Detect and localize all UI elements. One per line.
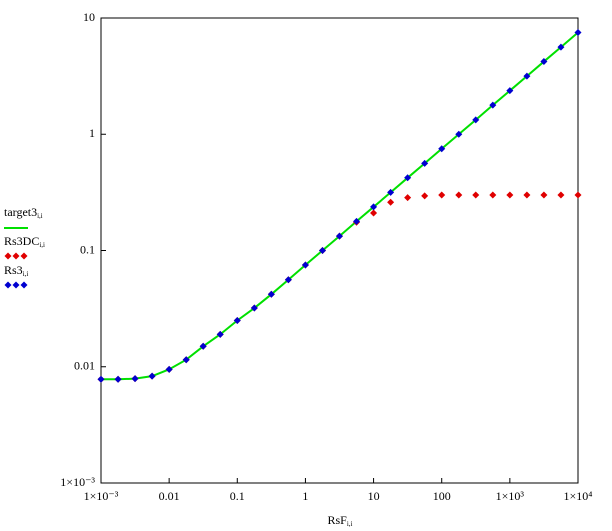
point (523, 72, 531, 80)
legend-label: target3i,i (4, 205, 43, 220)
point (267, 290, 275, 298)
point (404, 174, 412, 182)
y-tick-label: 1 (89, 126, 95, 140)
point (455, 130, 463, 138)
point (506, 191, 514, 199)
point (353, 217, 361, 225)
point (148, 372, 156, 380)
point (318, 247, 326, 254)
point (250, 304, 258, 312)
legend-swatch (4, 281, 12, 289)
legend-name: target3 (4, 205, 37, 219)
point (165, 365, 173, 373)
x-tick-label: 1 (302, 489, 308, 503)
series-line (101, 31, 579, 381)
point (216, 330, 224, 338)
point (182, 356, 190, 364)
point (387, 188, 395, 196)
point (114, 375, 122, 383)
point (301, 261, 309, 269)
x-tick-label: 100 (433, 489, 451, 503)
x-axis-label-subscript: i,i (347, 520, 353, 528)
x-tick-label: 1×10⁴ (564, 489, 593, 503)
legend-name: Rs3 (4, 263, 23, 277)
point (540, 191, 548, 199)
point (335, 232, 343, 240)
legend-swatch (20, 281, 28, 289)
point (455, 191, 463, 199)
legend-label: Rs3DCi,i (4, 234, 45, 249)
point (370, 209, 378, 217)
point (472, 191, 480, 199)
x-tick-label: 0.1 (230, 489, 245, 503)
legend-swatch (12, 252, 20, 260)
legend-swatch (4, 252, 12, 260)
legend-name: Rs3DC (4, 234, 39, 248)
legend-label: Rs3i,i (4, 263, 28, 278)
legend-subscript: i,i (23, 270, 29, 278)
point (284, 276, 292, 284)
point (404, 194, 412, 202)
y-tick-label: 0.1 (80, 242, 95, 256)
y-tick-label: 1×10⁻³ (60, 475, 95, 489)
point (438, 145, 446, 153)
point (557, 43, 565, 51)
point (421, 192, 429, 200)
x-tick-label: 10 (368, 489, 380, 503)
legend-swatch (12, 281, 20, 289)
point (131, 375, 139, 383)
point (370, 203, 378, 211)
point (472, 116, 480, 124)
point (506, 87, 514, 95)
point (574, 191, 582, 199)
legend-subscript: i,i (37, 212, 43, 220)
point (557, 191, 565, 199)
point (523, 191, 531, 199)
point (199, 342, 207, 350)
plot-frame (100, 17, 579, 484)
point (421, 159, 429, 167)
point (489, 101, 497, 109)
x-tick-label: 0.01 (159, 489, 180, 503)
point (540, 58, 548, 66)
y-tick-label: 0.01 (74, 359, 95, 373)
point (574, 29, 582, 37)
point (233, 316, 241, 324)
legend-swatch (20, 252, 28, 260)
x-axis-label: RsFi,i (328, 513, 353, 528)
x-axis-label-main: RsF (328, 513, 348, 527)
y-tick-label: 10 (83, 10, 95, 24)
point (438, 191, 446, 199)
x-tick-label: 1×10³ (496, 489, 525, 503)
point (489, 191, 497, 199)
legend-subscript: i,i (39, 241, 45, 249)
point (97, 375, 105, 383)
point (387, 198, 395, 206)
x-tick-label: 1×10⁻³ (84, 489, 119, 503)
